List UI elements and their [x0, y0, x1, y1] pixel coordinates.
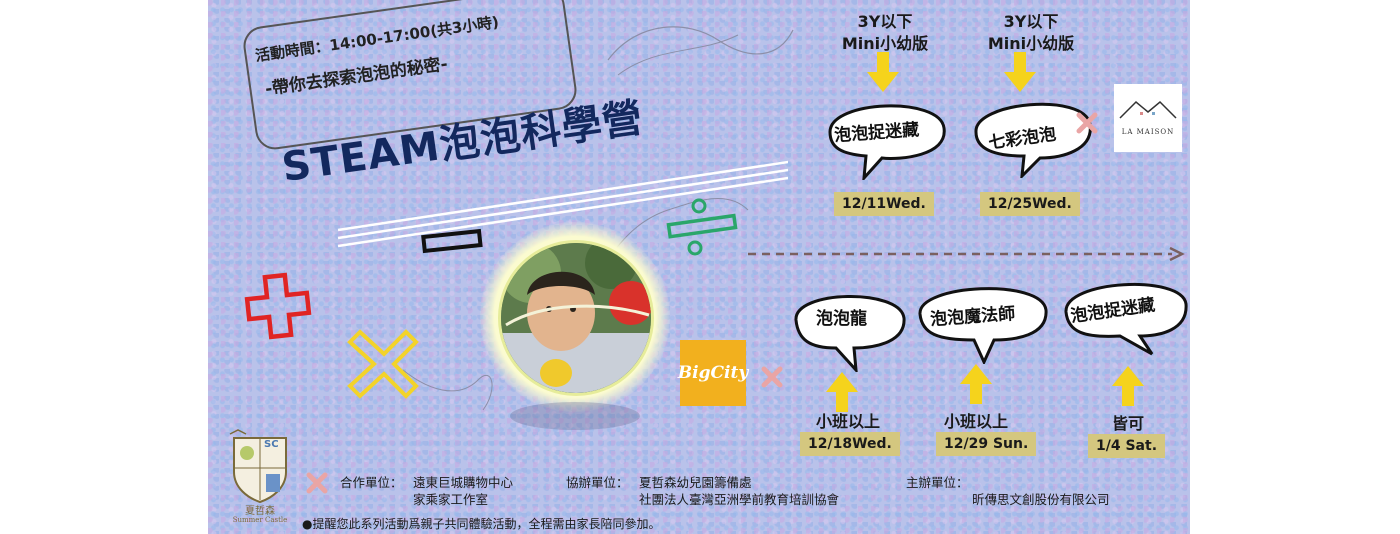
- poster: 活動時間：14:00-17:00(共3小時) -帶你去探索泡泡的秘密- STEA…: [208, 0, 1190, 534]
- down-arrow-icon: [1004, 52, 1036, 92]
- date-badge: 1/4 Sat.: [1088, 434, 1166, 458]
- speech-bubble: [974, 102, 1092, 178]
- level-label: Mini小幼版: [987, 34, 1075, 53]
- host-label: 主辦單位：: [906, 475, 969, 490]
- date-badge: 12/18Wed.: [800, 432, 900, 456]
- date-badge: 12/25Wed.: [980, 192, 1080, 216]
- level-label: Mini小幼版: [841, 34, 929, 53]
- minus-icon: [421, 228, 483, 254]
- up-arrow-icon: [960, 364, 992, 404]
- speech-bubble: [1064, 282, 1188, 356]
- big-city-text: BigCity: [677, 363, 749, 383]
- collab-cross-icon: [306, 472, 328, 494]
- plus-icon: [244, 272, 312, 340]
- speech-bubble: [918, 287, 1048, 364]
- date-badge: 12/29 Sun.: [936, 432, 1037, 456]
- child-photo: [498, 240, 654, 396]
- age-label: 3Y以下: [1003, 12, 1059, 31]
- session-name: 泡泡龍: [816, 309, 867, 329]
- swirl-decoration-3: [402, 369, 493, 411]
- photo-illustration: [501, 243, 651, 393]
- summer-castle-en: Summer Castle: [232, 516, 288, 524]
- la-maison-logo: LA MAISON: [1114, 84, 1182, 152]
- age-label: 3Y以下: [857, 12, 913, 31]
- co-organizer-1: 夏哲森幼兒園籌備處: [639, 475, 752, 490]
- cooperate-label: 合作單位：: [340, 475, 403, 490]
- down-arrow-icon: [867, 52, 899, 92]
- co-organizer-2: 社團法人臺灣亞洲學前教育培訓協會: [639, 492, 840, 507]
- crest-icon: [229, 429, 287, 504]
- timeline-arrow: [748, 246, 1185, 262]
- summer-castle-logo: SC 夏哲森 Summer Castle: [226, 428, 294, 528]
- age-label: 皆可: [1111, 414, 1144, 433]
- up-arrow-icon: [1112, 366, 1144, 406]
- notice-text: ●提醒您此系列活動爲親子共同體驗活動，全程需由家長陪同參加。: [302, 517, 661, 531]
- up-arrow-icon: [826, 372, 858, 412]
- cooperate-org-1: 遠東巨城購物中心: [413, 475, 514, 490]
- age-label: 小班以上: [815, 412, 880, 431]
- collab-cross-icon: [761, 366, 783, 388]
- big-city-logo: BigCity: [677, 340, 749, 406]
- cooperate-org-2: 家乘家工作室: [413, 492, 489, 507]
- age-label: 小班以上: [943, 412, 1008, 431]
- sc-text: SC: [264, 439, 279, 450]
- co-organizer-label: 協辦單位：: [566, 475, 629, 490]
- host-org: 昕傳思文創股份有限公司: [972, 492, 1110, 507]
- speech-bubble: [828, 104, 946, 180]
- title-underline: [337, 160, 788, 248]
- swirl-decoration: [607, 26, 794, 76]
- date-badge: 12/11Wed.: [834, 192, 934, 216]
- house-icon: [1119, 100, 1177, 119]
- la-maison-text: LA MAISON: [1121, 128, 1175, 136]
- divide-icon: [666, 198, 738, 256]
- collab-cross-icon: [1076, 112, 1098, 134]
- multiply-icon: [347, 329, 419, 399]
- photo-shadow: [510, 402, 640, 430]
- speech-bubble: [794, 295, 906, 372]
- summer-castle-cn: 夏哲森: [245, 506, 275, 517]
